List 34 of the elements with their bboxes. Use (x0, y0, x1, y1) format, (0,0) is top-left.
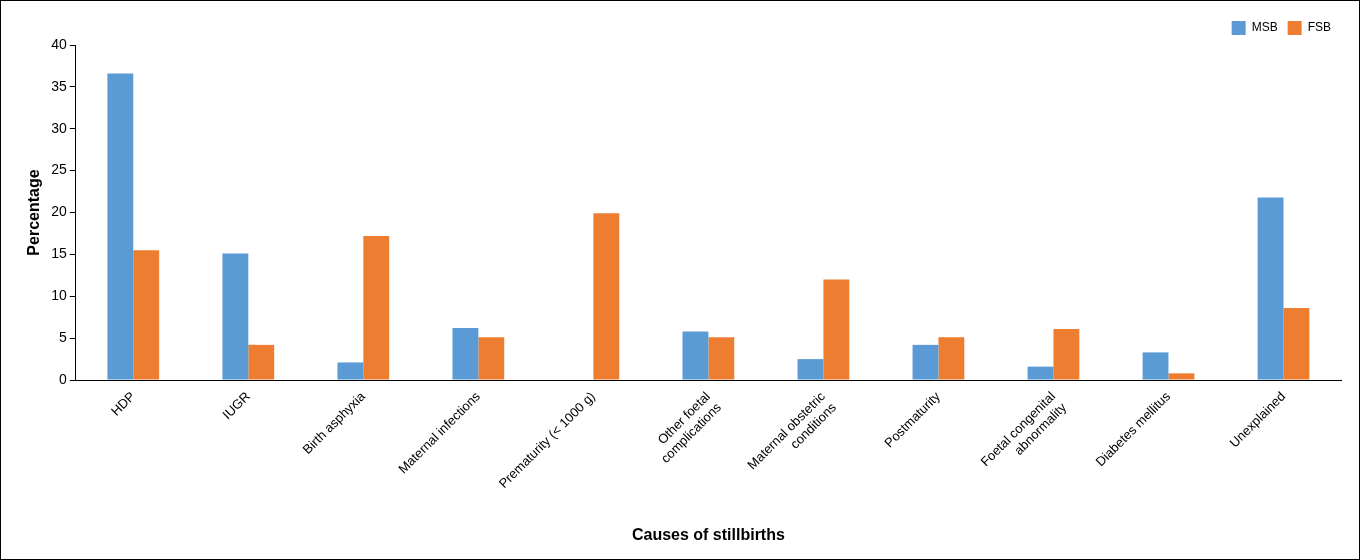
bar (1257, 197, 1284, 380)
bar (248, 344, 275, 380)
y-tick-label: 0 (58, 370, 67, 387)
y-tick-label: 30 (51, 119, 67, 136)
bar (1142, 352, 1169, 380)
bar (337, 362, 364, 380)
bar (823, 279, 850, 380)
bar (1283, 308, 1310, 380)
bar (1027, 366, 1054, 380)
y-tick-label: 40 (51, 35, 67, 52)
bar (478, 337, 505, 380)
bar (133, 250, 160, 380)
bar (363, 235, 390, 380)
x-axis-title: Causes of stillbirths (631, 525, 785, 543)
bar (938, 337, 965, 380)
bar (912, 344, 939, 380)
bar (682, 331, 709, 380)
y-tick-label: 20 (51, 203, 67, 220)
legend-label: FSB (1307, 20, 1332, 35)
y-tick-label: 25 (51, 161, 67, 178)
y-tick-label: 10 (51, 287, 67, 304)
bar (593, 213, 620, 380)
y-axis-title: Percentage (25, 169, 43, 256)
bar (797, 359, 824, 380)
y-tick-label: 15 (51, 245, 67, 262)
y-tick-label: 35 (51, 77, 67, 94)
bar (222, 253, 249, 380)
bar (708, 337, 735, 380)
legend-label: MSB (1251, 20, 1278, 35)
bar (107, 73, 134, 380)
bar (1053, 328, 1080, 380)
bar (1168, 373, 1195, 380)
bar (452, 328, 479, 380)
y-tick-label: 5 (58, 329, 67, 346)
